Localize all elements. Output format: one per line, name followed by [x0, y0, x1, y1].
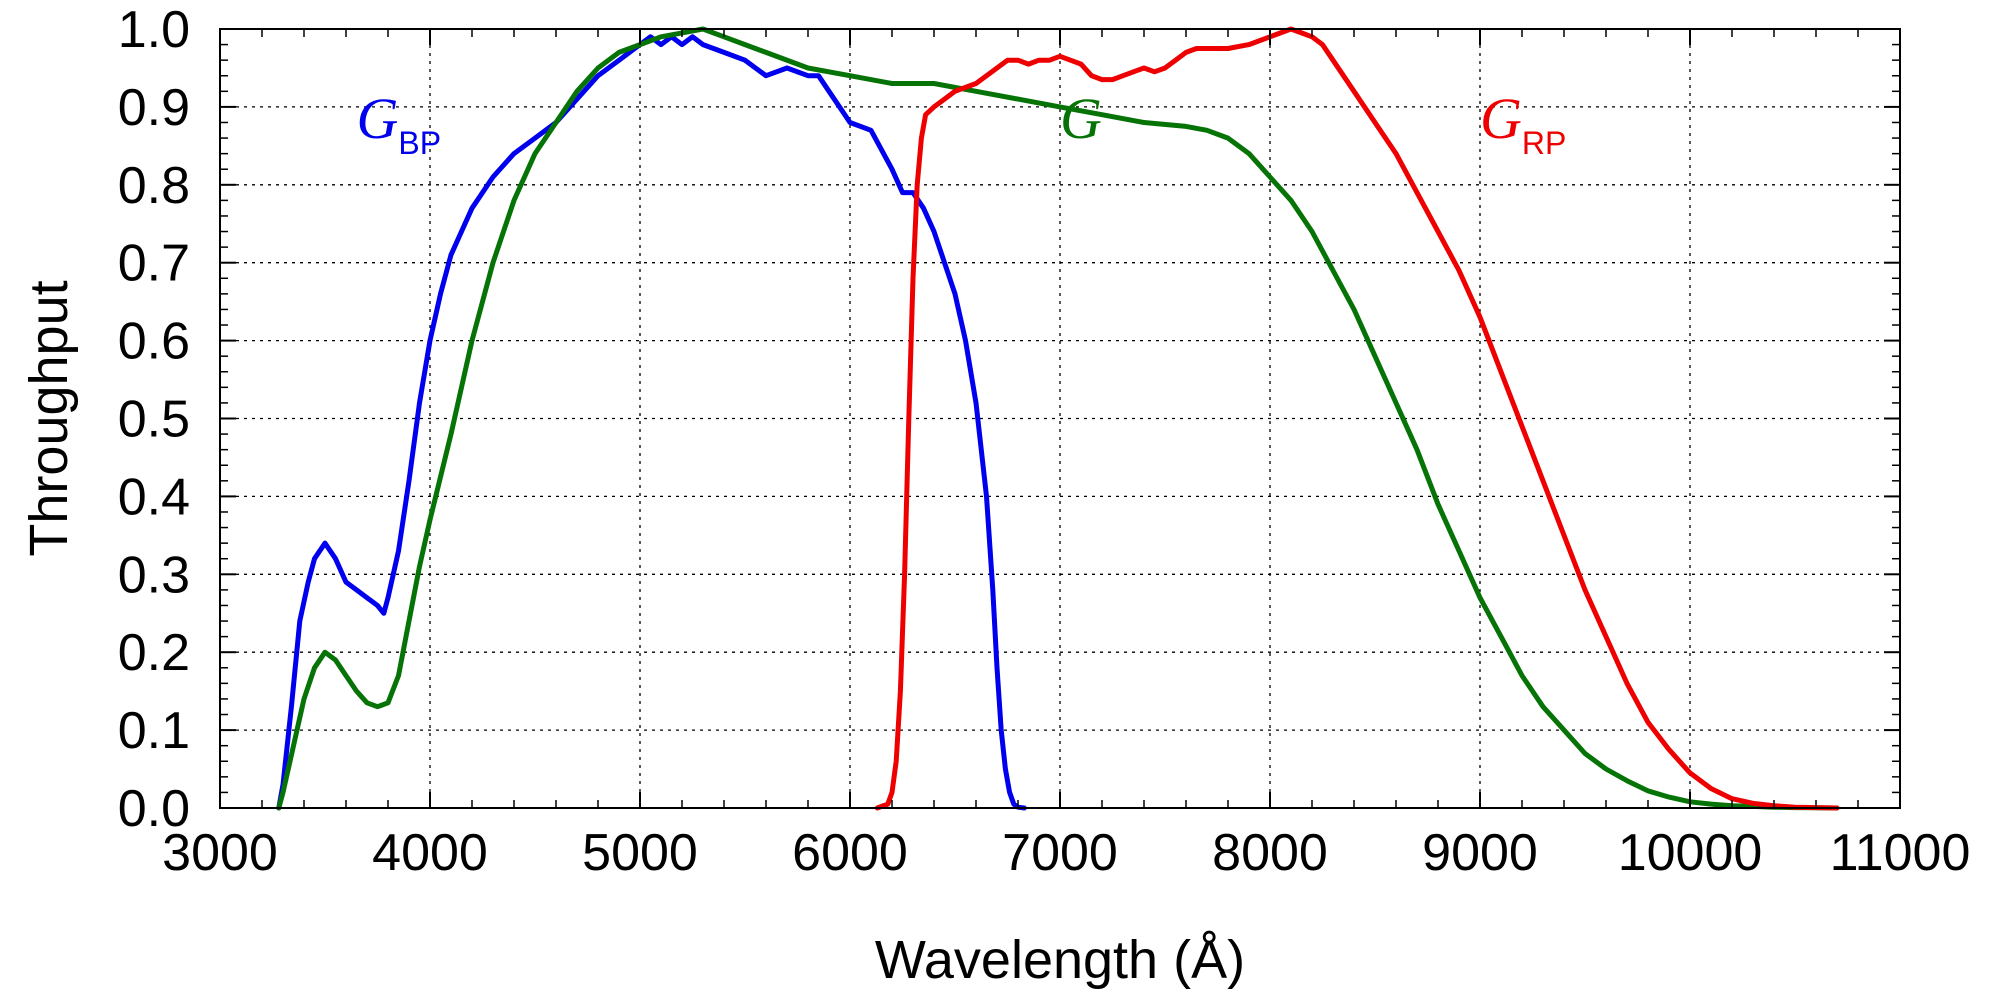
x-tick-label: 6000	[792, 824, 908, 882]
y-tick-label: 0.1	[118, 702, 190, 760]
axis-ticks	[219, 28, 1901, 809]
series-label-grp: GRP	[1480, 86, 1566, 161]
series-label-gbp: GBP	[357, 86, 442, 161]
series-label-g: G	[1060, 86, 1102, 151]
series-label-main: G	[357, 86, 399, 151]
y-tick-label: 0.5	[118, 391, 190, 449]
series-line-grp	[874, 26, 1840, 811]
series-label-main: G	[1480, 86, 1522, 151]
series-line-g	[276, 26, 1840, 811]
y-tick-label: 0.4	[118, 468, 190, 526]
x-tick-label: 7000	[1002, 824, 1118, 882]
x-axis-title: Wavelength (Å)	[875, 930, 1245, 990]
y-tick-label: 0.7	[118, 235, 190, 293]
y-tick-label: 0.9	[118, 79, 190, 137]
x-tick-label: 4000	[372, 824, 488, 882]
y-tick-label: 0.3	[118, 546, 190, 604]
x-tick-label: 3000	[162, 824, 278, 882]
y-tick-label: 0.6	[118, 313, 190, 371]
x-tick-label: 8000	[1212, 824, 1328, 882]
y-tick-label: 0.8	[118, 157, 190, 215]
y-tick-label: 0.0	[118, 780, 190, 838]
x-tick-label: 9000	[1422, 824, 1538, 882]
axis-tick-labels: 3000 4000 5000 6000 7000 8000 9000 10000 11000 0.…	[118, 1, 1971, 882]
series-label-sub: BP	[398, 125, 441, 161]
y-axis-title: Throughput	[19, 280, 79, 556]
y-tick-label: 1.0	[118, 1, 190, 59]
x-tick-label: 11000	[1830, 824, 1971, 882]
grid-lines	[220, 29, 1900, 808]
series-lines	[276, 26, 1840, 811]
series-label-main: G	[1060, 86, 1102, 151]
x-tick-label: 10000	[1618, 824, 1763, 882]
y-tick-label: 0.2	[118, 624, 190, 682]
x-tick-label: 5000	[582, 824, 698, 882]
series-labels: GBP G GRP	[357, 86, 1567, 161]
series-label-sub: RP	[1522, 125, 1566, 161]
